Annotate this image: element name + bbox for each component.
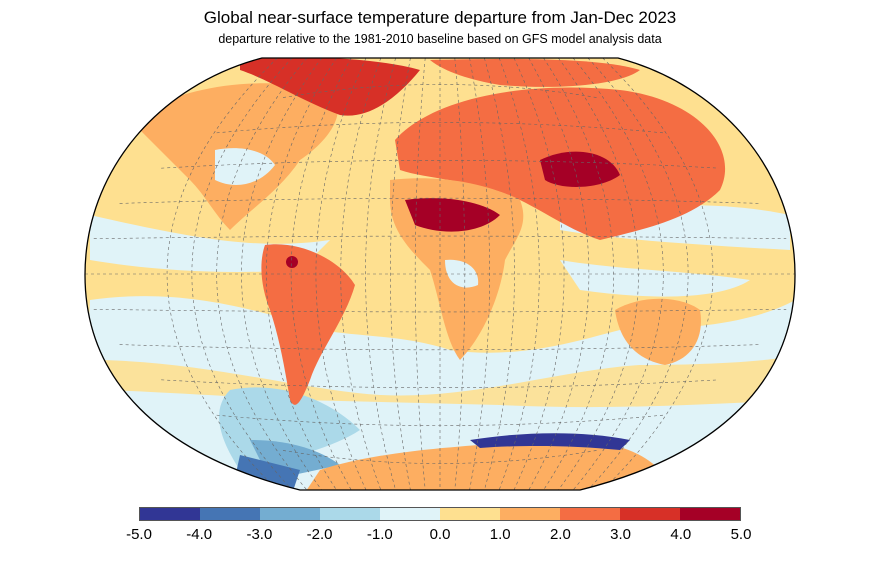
- colorbar-tick-label: 3.0: [610, 526, 632, 543]
- colorbar-segment: [440, 508, 500, 520]
- longitude-line: [266, 58, 337, 490]
- colorbar-tick-label: 1.0: [489, 526, 511, 543]
- cool-region: [560, 260, 750, 297]
- arctic: [240, 58, 420, 116]
- latitude-line: [93, 235, 787, 240]
- colorbar-tick-label: 4.0: [670, 526, 692, 543]
- colorbar-segment: [500, 508, 560, 520]
- hot-spot: [286, 256, 298, 268]
- cool-region: [445, 259, 479, 288]
- longitude-line: [365, 58, 396, 490]
- latitude-line: [119, 344, 761, 351]
- colorbar-tick-label: 5.0: [730, 526, 752, 543]
- latitude-line: [216, 122, 664, 134]
- colorbar-tick-label: -1.0: [366, 526, 393, 543]
- colorbar-segment: [320, 508, 380, 520]
- longitude-line: [572, 58, 664, 490]
- longitude-line: [454, 58, 466, 490]
- colorbar-segment: [380, 508, 440, 520]
- latitude-line: [282, 450, 598, 464]
- colorbar-segment: [620, 508, 680, 520]
- longitude-line: [315, 58, 367, 490]
- longitude-line: [340, 58, 382, 490]
- longitude-line: [414, 58, 426, 490]
- colorbar: [139, 507, 741, 521]
- colorbar-tick-label: -4.0: [186, 526, 213, 543]
- graticule: [85, 58, 795, 490]
- colorbar-segment: [140, 508, 200, 520]
- colorbar-tick-label: -2.0: [306, 526, 333, 543]
- cool-region: [219, 387, 360, 470]
- australia: [615, 298, 701, 365]
- arctic: [430, 59, 640, 87]
- colorbar-segment: [260, 508, 320, 520]
- colorbar-segment: [200, 508, 260, 520]
- longitude-line: [602, 58, 714, 490]
- colorbar-segment: [560, 508, 620, 520]
- latitude-line: [161, 379, 719, 389]
- longitude-line: [390, 58, 411, 490]
- cold-region: [470, 433, 630, 450]
- longitude-line: [484, 58, 515, 490]
- map-subtitle: departure relative to the 1981-2010 base…: [218, 32, 662, 46]
- map-title: Global near-surface temperature departur…: [203, 8, 677, 27]
- colorbar-ticks: -5.0 -4.0 -3.0 -2.0 -1.0 0.0 1.0 2.0 3.0 4.0 5.0: [126, 526, 751, 546]
- longitude-line: [469, 58, 490, 490]
- longitude-line: [216, 58, 308, 490]
- antarctica: [300, 440, 660, 490]
- colorbar-tick-label: 0.0: [429, 526, 451, 543]
- colorbar-tick-label: -5.0: [126, 526, 152, 543]
- cool-region: [215, 148, 275, 185]
- south-america: [261, 244, 355, 405]
- longitude-line: [543, 58, 614, 490]
- longitude-line: [191, 58, 293, 490]
- colorbar-segment: [680, 508, 740, 520]
- longitude-line: [558, 58, 639, 490]
- longitude-line: [498, 58, 540, 490]
- longitude-line: [166, 58, 278, 490]
- longitude-line: [241, 58, 322, 490]
- colorbar-tick-label: -3.0: [246, 526, 273, 543]
- colorbar-tick-label: 2.0: [549, 526, 571, 543]
- longitude-line: [513, 58, 565, 490]
- temperature-anomaly-map: [84, 57, 796, 491]
- longitude-line: [587, 58, 689, 490]
- latitude-line: [93, 308, 787, 313]
- hot-spot: [405, 198, 500, 232]
